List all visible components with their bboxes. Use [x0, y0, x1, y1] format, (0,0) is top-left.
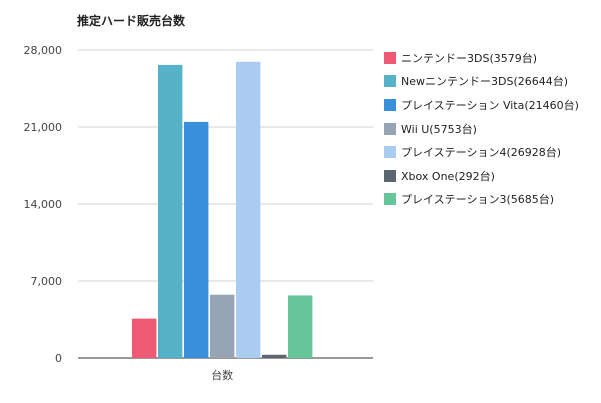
- legend-swatch: [384, 75, 396, 88]
- chart-title: 推定ハード販売台数: [77, 14, 186, 28]
- legend-label: プレイステーション Vita(21460台): [401, 98, 579, 112]
- legend-label: Wii U(5753台): [401, 122, 477, 136]
- y-tick-label: 14,000: [24, 198, 63, 211]
- legend-label: プレイステーション4(26928台): [401, 146, 562, 160]
- legend-label: Xbox One(292台): [401, 169, 495, 183]
- legend-swatch: [384, 193, 396, 206]
- bar-2[interactable]: [158, 64, 183, 358]
- legend-label: プレイステーション3(5685台): [401, 193, 555, 207]
- y-tick-label: 21,000: [24, 121, 63, 134]
- bar-5[interactable]: [236, 61, 261, 359]
- y-axis-ticks: 0 7,000 14,000 21,000 28,000: [24, 44, 63, 365]
- legend-swatch: [384, 146, 396, 159]
- legend-swatch: [384, 98, 396, 111]
- bar-7[interactable]: [288, 295, 313, 358]
- bar-1[interactable]: [132, 318, 157, 358]
- bar-3[interactable]: [184, 121, 209, 358]
- legend-swatch: [384, 122, 396, 135]
- legend-item[interactable]: Wii U(5753台): [384, 117, 579, 141]
- legend-label: ニンテンドー3DS(3579台): [401, 51, 538, 65]
- y-tick-label: 0: [55, 352, 62, 365]
- legend-item[interactable]: プレイステーション Vita(21460台): [384, 93, 579, 117]
- bar-6[interactable]: [262, 354, 287, 358]
- legend-swatch: [384, 51, 396, 64]
- legend-item[interactable]: プレイステーション3(5685台): [384, 188, 579, 212]
- legend-swatch: [384, 169, 396, 182]
- legend: ニンテンドー3DS(3579台) Newニンテンドー3DS(26644台) プレイス…: [384, 46, 579, 211]
- bar-4[interactable]: [210, 294, 235, 358]
- legend-item[interactable]: ニンテンドー3DS(3579台): [384, 46, 579, 70]
- legend-item[interactable]: Xbox One(292台): [384, 164, 579, 188]
- bars: [132, 61, 313, 359]
- x-tick-label: 台数: [211, 368, 233, 382]
- x-axis-ticks: 台数: [211, 368, 233, 382]
- y-tick-label: 28,000: [24, 44, 63, 57]
- legend-item[interactable]: プレイステーション4(26928台): [384, 140, 579, 164]
- legend-item[interactable]: Newニンテンドー3DS(26644台): [384, 70, 579, 94]
- y-tick-label: 7,000: [31, 275, 63, 288]
- legend-label: Newニンテンドー3DS(26644台): [401, 75, 569, 89]
